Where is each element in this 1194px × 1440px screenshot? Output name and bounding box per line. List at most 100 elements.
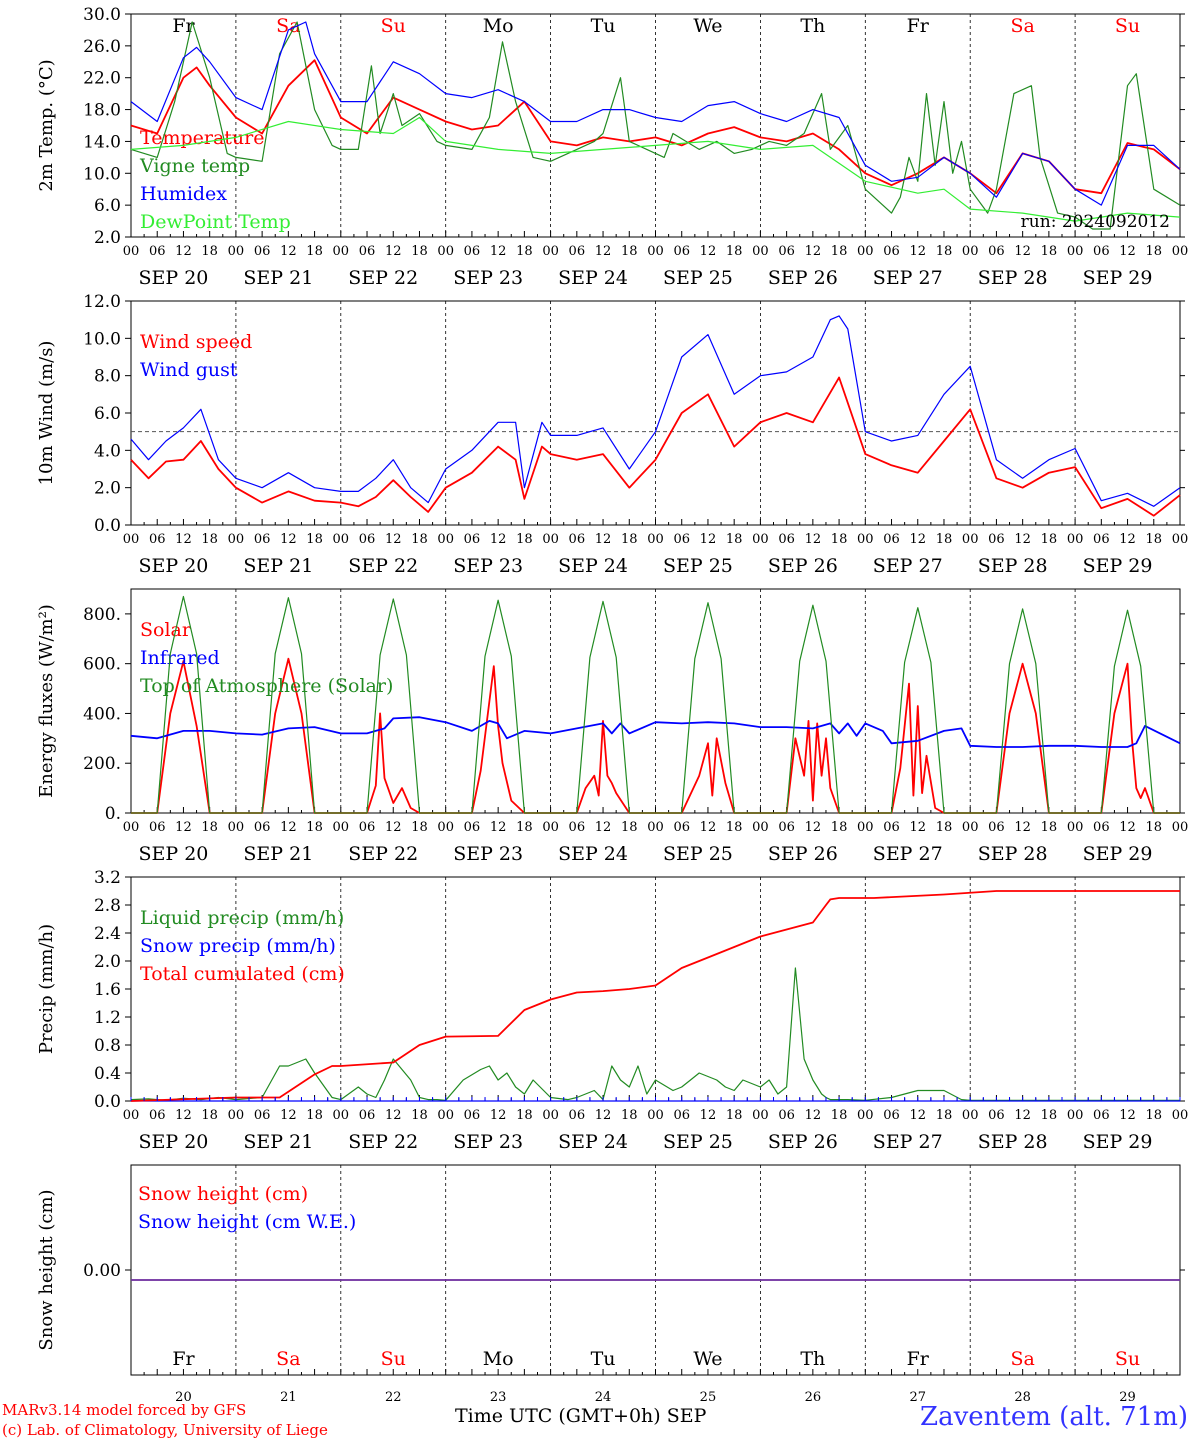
panel3-hour-tick-label: 12: [385, 820, 402, 835]
panel1-y-tick-label: 14.0: [83, 132, 121, 152]
panel1-y-axis-label: 2m Temp. (°C): [36, 59, 57, 191]
panel1-series-line-2: [130, 21, 1181, 230]
panel1-hour-tick-label: 18: [831, 244, 848, 259]
panel5-day-name: Su: [1115, 1348, 1140, 1370]
panel3-y-tick-label: 800.: [83, 605, 121, 625]
panel3-hour-tick-label: 00: [333, 820, 350, 835]
panel4-hour-tick-label: 18: [621, 1108, 638, 1123]
panel2-date-label: SEP 23: [453, 555, 523, 577]
panel4-hour-tick-label: 00: [1067, 1108, 1084, 1123]
panel3-series-line-3: [131, 595, 1180, 814]
panel1-hour-tick-label: 12: [805, 244, 822, 259]
panel1-hour-tick-label: 00: [1067, 244, 1084, 259]
panel2-hour-tick-label: 00: [857, 532, 874, 547]
panel1-y-tick-label: 6.0: [94, 196, 121, 216]
panel1-hour-tick-label: 18: [621, 244, 638, 259]
panel4-hour-tick-label: 12: [175, 1108, 192, 1123]
panel4-hour-tick-label: 18: [936, 1108, 953, 1123]
panel3-date-label: SEP 21: [243, 843, 313, 865]
panel1-date-label: SEP 21: [243, 267, 313, 289]
panel1-date-label: SEP 26: [768, 267, 838, 289]
panel2-hour-tick-label: 00: [437, 532, 454, 547]
panel2-hour-tick-label: 00: [123, 532, 140, 547]
panel2-hour-tick-label: 18: [411, 532, 428, 547]
panel4-hour-tick-label: 18: [726, 1108, 743, 1123]
panel2-hour-tick-label: 12: [175, 532, 192, 547]
panel2-hour-tick-label: 18: [1146, 532, 1163, 547]
panel3-hour-tick-label: 12: [595, 820, 612, 835]
panel1-day-name: Tu: [591, 15, 616, 37]
panel4-date-label: SEP 22: [348, 1131, 418, 1153]
x-axis-title: Time UTC (GMT+0h) SEP: [455, 1405, 707, 1427]
panel2-y-tick-label: 12.0: [83, 292, 121, 312]
panel1-legend-entry-1: Temperature: [140, 127, 264, 149]
panel3-hour-tick-label: 00: [752, 820, 769, 835]
panel1-day-name: Sa: [276, 15, 300, 37]
panel3-hour-tick-label: 06: [254, 820, 271, 835]
panel2-hour-tick-label: 18: [201, 532, 218, 547]
panel2-series-line-2: [130, 315, 1181, 507]
panel4-y-axis-label: Precip (mm/h): [36, 924, 57, 1054]
panel2-hour-tick-label: 12: [909, 532, 926, 547]
panel5-day-name: We: [693, 1348, 722, 1370]
panel2-hour-tick-label: 06: [149, 532, 166, 547]
panel2-date-label: SEP 22: [348, 555, 418, 577]
panel3-date-label: SEP 27: [873, 843, 943, 865]
panel2-series-line-1: [130, 376, 1181, 517]
credits: MARv3.14 model forced by GFS (c) Lab. of…: [2, 1400, 328, 1440]
panel1-hour-tick-label: 18: [726, 244, 743, 259]
panel1-hour-tick-label: 06: [149, 244, 166, 259]
run-label: run: 2024092012: [1021, 212, 1170, 232]
panel3-hour-tick-label: 18: [621, 820, 638, 835]
panel3-hour-tick-label: 00: [962, 820, 979, 835]
panel4-hour-tick-label: 18: [1041, 1108, 1058, 1123]
panel2-hour-tick-label: 06: [569, 532, 586, 547]
panel4-y-tick-label: 2.8: [94, 896, 121, 916]
panel3-hour-tick-label: 00: [647, 820, 664, 835]
panel4-y-tick-label: 0.8: [94, 1036, 121, 1056]
panel4-hour-tick-label: 06: [883, 1108, 900, 1123]
panel3-legend-entry-2: Infrared: [140, 647, 220, 669]
panel1-date-label: SEP 23: [453, 267, 523, 289]
panel5-day-number: 26: [805, 1390, 822, 1405]
panel1-hour-tick-label: 00: [437, 244, 454, 259]
panel2-hour-tick-label: 06: [1093, 532, 1110, 547]
panel4-hour-tick-label: 06: [1093, 1108, 1110, 1123]
panel3-date-label: SEP 29: [1083, 843, 1153, 865]
panel4-hour-tick-label: 00: [1172, 1108, 1189, 1123]
panel2-hour-tick-label: 06: [464, 532, 481, 547]
panel5-day-number: 22: [385, 1390, 402, 1405]
panel2-hour-tick-label: 18: [516, 532, 533, 547]
panel4-date-label: SEP 23: [453, 1131, 523, 1153]
panel3-hour-tick-label: 00: [437, 820, 454, 835]
panel4-hour-tick-label: 06: [359, 1108, 376, 1123]
panel3-y-tick-label: 200.: [83, 754, 121, 774]
panel3-hour-tick-label: 18: [306, 820, 323, 835]
panel3-hour-tick-label: 12: [700, 820, 717, 835]
panel1-series-line-4: [130, 116, 1181, 222]
panel3-hour-tick-label: 06: [149, 820, 166, 835]
panel4-date-label: SEP 25: [663, 1131, 733, 1153]
panel5-day-name: Th: [800, 1348, 825, 1370]
panel1-hour-tick-label: 00: [647, 244, 664, 259]
panel4-legend-entry-3: Total cumulated (cm): [140, 963, 345, 985]
panel4-y-tick-label: 1.6: [94, 980, 121, 1000]
panel1-hour-tick-label: 06: [1093, 244, 1110, 259]
panel3-legend-entry-1: Solar: [140, 619, 192, 641]
panel3-hour-tick-label: 00: [1172, 820, 1189, 835]
panel5-legend-entry-2: Snow height (cm W.E.): [138, 1211, 356, 1233]
panel4-date-label: SEP 20: [139, 1131, 209, 1153]
panel3-hour-tick-label: 06: [988, 820, 1005, 835]
panel5-day-number: 21: [280, 1390, 297, 1405]
panel3-hour-tick-label: 18: [201, 820, 218, 835]
panel4-hour-tick-label: 18: [201, 1108, 218, 1123]
panel3-date-label: SEP 25: [663, 843, 733, 865]
panel1-y-tick-label: 2.0: [94, 228, 121, 248]
panel1-day-name: Su: [381, 15, 406, 37]
panel3-hour-tick-label: 06: [778, 820, 795, 835]
panel1-hour-tick-label: 18: [201, 244, 218, 259]
panel4-hour-tick-label: 12: [595, 1108, 612, 1123]
panel3-y-axis-label: Energy fluxes (W/m²): [36, 604, 57, 798]
panel2-hour-tick-label: 06: [673, 532, 690, 547]
panel1-y-tick-label: 30.0: [83, 5, 121, 25]
